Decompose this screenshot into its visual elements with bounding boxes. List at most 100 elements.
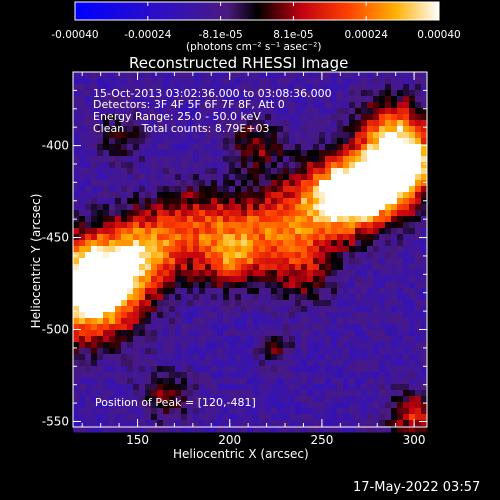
heatmap-cell bbox=[91, 402, 98, 409]
heatmap-cell bbox=[391, 162, 398, 169]
heatmap-cell bbox=[181, 258, 188, 265]
heatmap-cell bbox=[139, 324, 146, 331]
heatmap-cell bbox=[313, 150, 320, 157]
heatmap-cell bbox=[247, 174, 254, 181]
heatmap-cell bbox=[343, 288, 350, 295]
heatmap-cell bbox=[115, 330, 122, 337]
heatmap-cell bbox=[151, 150, 158, 157]
heatmap-cell bbox=[157, 318, 164, 325]
heatmap-cell bbox=[331, 222, 338, 229]
heatmap-cell bbox=[151, 408, 158, 415]
heatmap-cell bbox=[259, 72, 266, 79]
heatmap-cell bbox=[385, 114, 392, 121]
heatmap-cell bbox=[265, 120, 272, 127]
heatmap-cell bbox=[397, 210, 404, 217]
heatmap-cell bbox=[97, 408, 104, 415]
heatmap-cell bbox=[133, 396, 140, 403]
heatmap-cell bbox=[193, 306, 200, 313]
heatmap-cell bbox=[145, 90, 152, 97]
heatmap-cell bbox=[115, 408, 122, 415]
heatmap-cell bbox=[133, 426, 140, 433]
heatmap-cell bbox=[79, 306, 86, 313]
heatmap-cell bbox=[367, 276, 374, 283]
heatmap-cell bbox=[349, 84, 356, 91]
heatmap-cell bbox=[265, 276, 272, 283]
heatmap-cell bbox=[331, 144, 338, 151]
heatmap-cell bbox=[283, 138, 290, 145]
heatmap-cell bbox=[181, 90, 188, 97]
heatmap-cell bbox=[289, 294, 296, 301]
heatmap-cell bbox=[253, 402, 260, 409]
heatmap-cell bbox=[373, 96, 380, 103]
heatmap-cell bbox=[367, 420, 374, 427]
heatmap-cell bbox=[205, 318, 212, 325]
heatmap-cell bbox=[259, 216, 266, 223]
heatmap-cell bbox=[73, 144, 80, 151]
heatmap-cell bbox=[319, 300, 326, 307]
heatmap-cell bbox=[199, 318, 206, 325]
heatmap-cell bbox=[259, 240, 266, 247]
heatmap-cell bbox=[229, 120, 236, 127]
heatmap-cell bbox=[367, 180, 374, 187]
heatmap-cell bbox=[319, 282, 326, 289]
heatmap-cell bbox=[253, 372, 260, 379]
heatmap-cell bbox=[181, 138, 188, 145]
heatmap-cell bbox=[349, 168, 356, 175]
heatmap-cell bbox=[139, 120, 146, 127]
heatmap-cell bbox=[307, 264, 314, 271]
heatmap-cell bbox=[283, 324, 290, 331]
heatmap-cell bbox=[145, 354, 152, 361]
heatmap-cell bbox=[205, 96, 212, 103]
heatmap-cell bbox=[373, 150, 380, 157]
heatmap-cell bbox=[187, 276, 194, 283]
heatmap-cell bbox=[343, 264, 350, 271]
heatmap-cell bbox=[229, 162, 236, 169]
heatmap-cell bbox=[73, 156, 80, 163]
heatmap-cell bbox=[385, 384, 392, 391]
heatmap-cell bbox=[343, 318, 350, 325]
heatmap-cell bbox=[223, 306, 230, 313]
heatmap-cell bbox=[421, 342, 428, 349]
heatmap-cell bbox=[169, 426, 176, 433]
heatmap-cell bbox=[97, 126, 104, 133]
heatmap-cell bbox=[253, 234, 260, 241]
heatmap-cell bbox=[415, 336, 422, 343]
heatmap-cell bbox=[355, 132, 362, 139]
heatmap-cell bbox=[73, 72, 80, 79]
heatmap-cell bbox=[187, 96, 194, 103]
heatmap-cell bbox=[199, 372, 206, 379]
heatmap-cell bbox=[175, 96, 182, 103]
heatmap-cell bbox=[319, 384, 326, 391]
heatmap-cell bbox=[349, 246, 356, 253]
heatmap-cell bbox=[289, 84, 296, 91]
heatmap-cell bbox=[349, 144, 356, 151]
heatmap-cell bbox=[109, 162, 116, 169]
heatmap-cell bbox=[115, 270, 122, 277]
heatmap-cell bbox=[193, 366, 200, 373]
heatmap-cell bbox=[409, 426, 416, 433]
heatmap-cell bbox=[109, 132, 116, 139]
heatmap-cell bbox=[109, 378, 116, 385]
heatmap-cell bbox=[307, 90, 314, 97]
heatmap-cell bbox=[91, 216, 98, 223]
heatmap-cell bbox=[421, 210, 428, 217]
heatmap-cell bbox=[85, 312, 92, 319]
heatmap-cell bbox=[85, 108, 92, 115]
heatmap-cell bbox=[91, 186, 98, 193]
heatmap-cell bbox=[109, 72, 116, 79]
heatmap-cell bbox=[103, 306, 110, 313]
heatmap-cell bbox=[343, 384, 350, 391]
heatmap-cell bbox=[121, 414, 128, 421]
heatmap-cell bbox=[361, 96, 368, 103]
heatmap-cell bbox=[187, 366, 194, 373]
heatmap-cell bbox=[367, 390, 374, 397]
heatmap-cell bbox=[343, 192, 350, 199]
heatmap-cell bbox=[211, 300, 218, 307]
heatmap-cell bbox=[355, 264, 362, 271]
heatmap-cell bbox=[85, 222, 92, 229]
heatmap-cell bbox=[163, 312, 170, 319]
heatmap-cell bbox=[235, 330, 242, 337]
heatmap-cell bbox=[259, 390, 266, 397]
heatmap-cell bbox=[133, 348, 140, 355]
heatmap-cell bbox=[241, 138, 248, 145]
